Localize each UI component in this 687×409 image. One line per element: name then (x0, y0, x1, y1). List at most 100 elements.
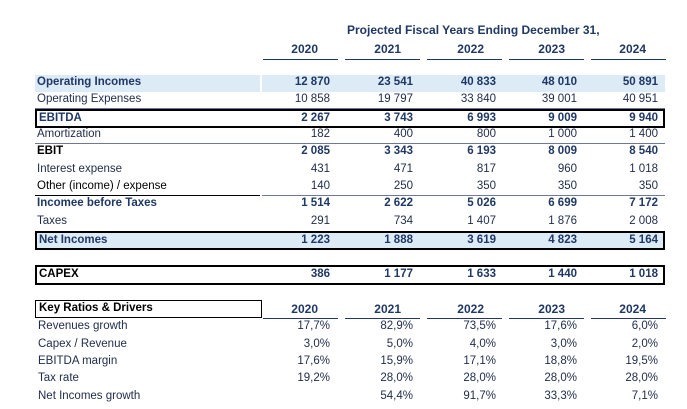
ratio-cell-2021: 5,0% (386, 338, 413, 350)
cell-2020: 2 085 (301, 145, 330, 157)
year-underline (591, 59, 666, 60)
cell-2022: 3 619 (467, 234, 496, 246)
cell-2020: 10 858 (294, 93, 330, 105)
cell-2024: 50 891 (622, 76, 658, 88)
key-ratios-title-box: Key Ratios & Drivers (35, 300, 262, 318)
year-header-2023: 2023 (538, 42, 565, 56)
year-underline (509, 59, 584, 60)
cell-2021: 734 (393, 215, 413, 227)
cell-2023: 9 009 (548, 112, 577, 124)
row-label: EBITDA (39, 112, 82, 124)
cell-2024: 5 164 (629, 234, 658, 246)
year-header-2022: 2022 (457, 42, 484, 56)
cell-2024: 40 951 (622, 93, 658, 105)
cell-2020: 386 (310, 268, 330, 280)
ratio-cell-2023: 18,8% (544, 355, 577, 367)
table-row-net-incomes: Net Incomes 1 223 1 888 3 619 4 823 5 16… (35, 231, 665, 250)
year-underline (263, 59, 338, 60)
cell-2024: 1 400 (629, 128, 658, 140)
ratio-row-ebitda-margin: EBITDA margin 17,6% 15,9% 17,1% 18,8% 19… (35, 354, 665, 371)
kr-year-underline (263, 318, 338, 319)
cell-2022: 1 633 (467, 268, 496, 280)
ratio-cell-2020: 3,0% (303, 338, 330, 350)
cell-2024: 350 (638, 180, 658, 192)
cell-2020: 12 870 (294, 76, 330, 88)
cell-2021: 1 177 (384, 268, 413, 280)
ratio-cell-2020: 17,7% (297, 320, 330, 332)
row-label: Incomee before Taxes (37, 197, 157, 209)
ratio-label: Capex / Revenue (38, 338, 127, 350)
cell-2023: 48 010 (541, 76, 577, 88)
kr-year-underline (345, 318, 420, 319)
ratio-cell-2021: 15,9% (380, 355, 413, 367)
cell-2023: 8 009 (548, 145, 577, 157)
ratio-row-capex-revenue: Capex / Revenue 3,0% 5,0% 4,0% 3,0% 2,0% (35, 337, 665, 354)
ratio-row-revenues-growth: Revenues growth 17,7% 82,9% 73,5% 17,6% … (35, 319, 665, 336)
row-label: Net Incomes (39, 234, 108, 246)
ratio-row-tax-rate: Tax rate 19,2% 28,0% 28,0% 28,0% 28,0% (35, 371, 665, 388)
table-row-operating-expenses: Operating Expenses 10 858 19 797 33 840 … (35, 92, 665, 109)
cell-2020: 182 (310, 128, 330, 140)
row-divider (35, 195, 260, 196)
cell-2021: 250 (393, 180, 413, 192)
table-row-amortization: Amortization 182 400 800 1 000 1 400 (35, 127, 665, 144)
cell-2024: 7 172 (629, 197, 658, 209)
cell-2023: 1 876 (548, 215, 577, 227)
row-divider (35, 143, 665, 144)
cell-2020: 1 223 (301, 234, 330, 246)
cell-2020: 1 514 (301, 197, 330, 209)
ratio-cell-2023: 3,0% (550, 338, 577, 350)
cell-2023: 4 823 (548, 234, 577, 246)
cell-2022: 40 833 (460, 76, 496, 88)
table-row-operating-incomes: Operating Incomes 12 870 23 541 40 833 4… (35, 75, 665, 92)
ratio-row-net-incomes-growth: Net Incomes growth 54,4% 91,7% 33,3% 7,1… (35, 389, 665, 406)
cell-2024: 1 018 (629, 163, 658, 175)
ratio-cell-2022: 91,7% (463, 390, 496, 402)
cell-2024: 8 540 (629, 145, 658, 157)
cell-2022: 6 193 (467, 145, 496, 157)
ratio-cell-2022: 28,0% (463, 372, 496, 384)
ratio-label: Revenues growth (38, 320, 128, 332)
ratio-cell-2024: 6,0% (631, 320, 658, 332)
cell-2021: 2 622 (384, 197, 413, 209)
row-divider (262, 195, 665, 196)
cell-2023: 1 000 (548, 128, 577, 140)
ratio-cell-2022: 4,0% (469, 338, 496, 350)
cell-2022: 6 993 (467, 112, 496, 124)
key-ratios-title: Key Ratios & Drivers (39, 302, 153, 314)
cell-2021: 1 888 (384, 234, 413, 246)
cell-2024: 9 940 (629, 112, 658, 124)
ratio-cell-2024: 2,0% (631, 338, 658, 350)
table-row-capex: CAPEX 386 1 177 1 633 1 440 1 018 (35, 265, 665, 285)
kr-year-2021: 2021 (374, 302, 401, 316)
projection-header-title: Projected Fiscal Years Ending December 3… (347, 23, 600, 37)
cell-2021: 471 (393, 163, 413, 175)
year-header-2020: 2020 (291, 42, 318, 56)
ratio-cell-2024: 19,5% (625, 355, 658, 367)
cell-2022: 5 026 (467, 197, 496, 209)
cell-2023: 960 (557, 163, 577, 175)
row-label: CAPEX (39, 268, 79, 280)
table-row-taxes: Taxes 291 734 1 407 1 876 2 008 (35, 214, 665, 231)
ratio-cell-2022: 17,1% (463, 355, 496, 367)
column-gap (260, 75, 262, 92)
table-row-other-income-expense: Other (income) / expense 140 250 350 350… (35, 179, 665, 196)
cell-2023: 39 001 (541, 93, 577, 105)
ratio-cell-2024: 28,0% (625, 372, 658, 384)
year-underline (345, 59, 420, 60)
ratio-cell-2023: 33,3% (544, 390, 577, 402)
cell-2022: 33 840 (460, 93, 496, 105)
cell-2022: 350 (476, 180, 496, 192)
row-label: Operating Expenses (37, 93, 142, 105)
ratio-cell-2023: 28,0% (544, 372, 577, 384)
kr-year-2022: 2022 (457, 302, 484, 316)
table-row-ebit: EBIT 2 085 3 343 6 193 8 009 8 540 (35, 144, 665, 161)
row-divider (35, 108, 665, 109)
table-row-income-before-taxes: Incomee before Taxes 1 514 2 622 5 026 6… (35, 196, 665, 213)
ratio-cell-2021: 28,0% (380, 372, 413, 384)
cell-2022: 1 407 (467, 215, 496, 227)
table-row-ebitda: EBITDA 2 267 3 743 6 993 9 009 9 940 (35, 109, 665, 128)
cell-2021: 19 797 (377, 93, 413, 105)
kr-year-2023: 2023 (538, 302, 565, 316)
ratio-cell-2021: 54,4% (380, 390, 413, 402)
